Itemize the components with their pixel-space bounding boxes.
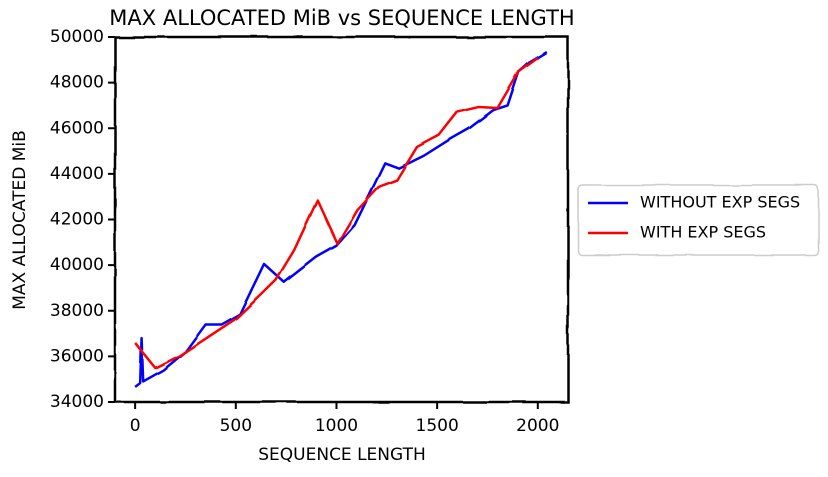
y-tick-label: 38000: [50, 301, 104, 321]
y-tick-label: 34000: [50, 392, 104, 412]
y-tick-label: 48000: [50, 73, 104, 93]
x-tick-label: 0: [130, 416, 141, 436]
series-line: [134, 50, 548, 388]
y-tick-label: 40000: [50, 255, 104, 275]
x-tick-label: 1000: [315, 416, 358, 436]
y-axis-label: MAX ALLOCATED MiB: [10, 130, 30, 310]
series-line: [134, 56, 539, 370]
y-tick-label: 36000: [50, 346, 104, 366]
chart-title: MAX ALLOCATED MiB vs SEQUENCE LENGTH: [109, 6, 574, 30]
x-tick-label: 2000: [516, 416, 559, 436]
x-tick-label: 500: [220, 416, 252, 436]
y-tick-label: 46000: [50, 118, 104, 138]
x-axis-label: SEQUENCE LENGTH: [258, 445, 426, 465]
y-tick-label: 50000: [50, 27, 104, 47]
y-tick-label: 44000: [50, 164, 104, 184]
legend-label: WITHOUT EXP SEGS: [640, 193, 800, 212]
y-tick-label: 42000: [50, 210, 104, 230]
x-tick-label: 1500: [416, 416, 459, 436]
legend-label: WITH EXP SEGS: [640, 223, 766, 242]
plot-frame: [113, 35, 570, 404]
legend-box: [577, 184, 819, 256]
